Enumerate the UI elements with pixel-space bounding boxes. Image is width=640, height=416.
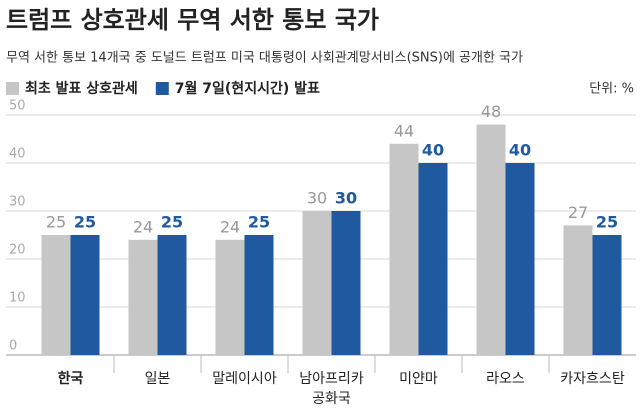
value-label: 25 xyxy=(161,213,183,232)
value-label: 48 xyxy=(481,102,501,121)
value-label: 25 xyxy=(596,213,618,232)
x-tick-label: 말레이시아 xyxy=(212,371,277,387)
value-label: 44 xyxy=(394,121,414,140)
bar xyxy=(128,239,158,355)
y-tick-label: 40 xyxy=(9,147,26,162)
chart-title: 트럼프 상호관세 무역 서한 통보 국가 xyxy=(6,6,379,34)
bar xyxy=(302,211,332,355)
bar xyxy=(157,235,187,355)
bar xyxy=(476,124,506,355)
bar xyxy=(592,235,622,355)
x-tick-label: 남아프리카 공화국 xyxy=(299,371,364,407)
bar xyxy=(505,163,535,355)
unit-label: 단위: % xyxy=(589,82,634,97)
value-label: 25 xyxy=(74,213,96,232)
y-tick-label: 30 xyxy=(9,195,26,210)
value-label: 24 xyxy=(220,217,240,236)
value-label: 25 xyxy=(248,213,270,232)
bar xyxy=(70,235,100,355)
chart-subtitle: 무역 서한 통보 14개국 중 도널드 트럼프 미국 대통령이 사회관계망서비스… xyxy=(6,51,523,66)
y-tick-label: 0 xyxy=(9,339,17,354)
value-label: 24 xyxy=(133,217,153,236)
y-tick-label: 20 xyxy=(9,243,26,258)
bar xyxy=(418,163,448,355)
bar xyxy=(244,235,274,355)
value-label: 30 xyxy=(307,189,327,208)
y-tick-label: 50 xyxy=(9,99,26,114)
x-tick-label: 일본 xyxy=(145,371,171,387)
legend-swatch xyxy=(155,82,169,95)
bar xyxy=(331,211,361,355)
y-tick-label: 10 xyxy=(9,291,26,306)
bar xyxy=(41,235,71,355)
legend-label: 7월 7일(현지시간) 발표 xyxy=(175,80,320,97)
value-label: 40 xyxy=(509,141,531,160)
x-tick-label: 한국 xyxy=(58,371,84,387)
value-label: 40 xyxy=(422,141,444,160)
value-label: 27 xyxy=(568,203,588,222)
legend-swatch xyxy=(6,82,19,95)
x-tick-label: 라오스 xyxy=(486,371,525,387)
legend-label: 최초 발표 상호관세 xyxy=(25,80,138,97)
value-label: 25 xyxy=(46,213,66,232)
bar xyxy=(389,143,419,355)
x-tick-label: 카자흐스탄 xyxy=(560,371,625,387)
bar xyxy=(215,239,245,355)
x-tick-label: 미얀마 xyxy=(399,371,438,387)
value-label: 30 xyxy=(335,189,357,208)
bar xyxy=(563,225,593,355)
